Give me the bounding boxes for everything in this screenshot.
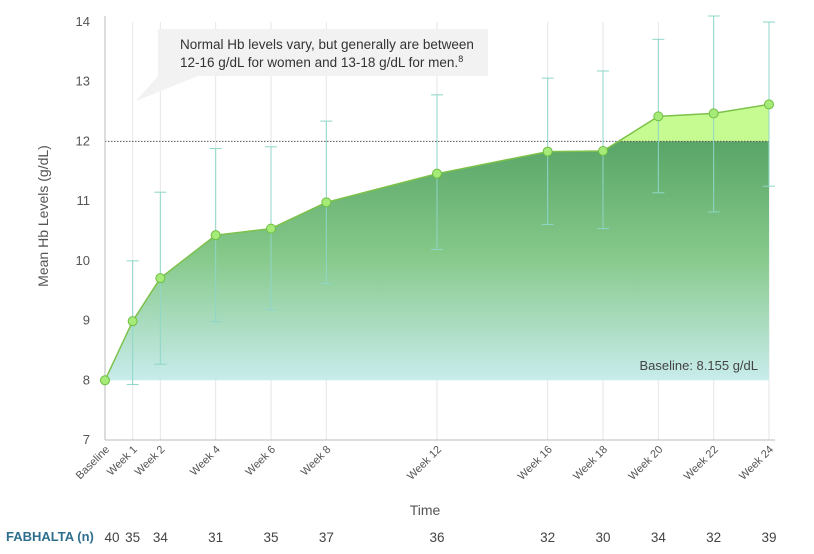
n-value: 35 [263,530,278,545]
data-point [764,99,774,110]
series-line [104,103,770,381]
data-point [708,108,719,119]
n-value: 34 [153,530,169,545]
x-tick-label: Week 1 [105,444,140,479]
x-tick-label: Week 8 [299,444,334,479]
callout-line-2: 12-16 g/dL for women and 13-18 g/dL for … [180,55,458,70]
data-point [432,168,442,179]
n-value: 34 [651,530,667,545]
n-value: 40 [104,530,119,545]
x-tick-label: Baseline [74,444,112,482]
y-tick-label: 13 [76,74,90,89]
n-value: 37 [319,530,334,545]
data-point [653,111,664,122]
n-value: 32 [706,530,721,545]
data-point [155,273,166,284]
n-value: 32 [540,530,555,545]
data-point [542,146,553,157]
x-tick-label: Week 22 [682,444,721,483]
x-tick-label: Week 16 [516,444,555,483]
n-value: 31 [208,530,223,545]
x-tick-label: Week 24 [737,444,776,483]
y-tick-labels: 7 8 9 10 11 12 13 14 [76,14,90,447]
data-point [100,375,110,386]
y-tick-label: 12 [76,133,90,148]
svg-text:12-16 g/dL for women and 13-18: 12-16 g/dL for women and 13-18 g/dL for … [180,54,463,70]
data-point [321,197,332,208]
baseline-label: Baseline: 8.155 g/dL [639,358,758,373]
axes [104,16,775,441]
data-markers [100,99,774,386]
x-tick-label: Week 4 [188,444,223,479]
callout-footnote: 8 [458,54,463,64]
x-tick-label: Week 6 [243,444,278,479]
n-value: 35 [125,530,140,545]
callout-line-1: Normal Hb levels vary, but generally are… [180,37,474,52]
callout-bubble [136,29,488,101]
n-value: 30 [595,530,610,545]
n-value: 39 [761,530,776,545]
data-point [210,230,221,241]
data-point [127,316,138,327]
x-axis-title: Time [410,502,441,518]
y-tick-label: 11 [77,193,91,208]
data-point [266,223,276,234]
x-tick-label: Week 2 [133,444,168,479]
callout: Normal Hb levels vary, but generally are… [136,29,488,101]
y-tick-label: 8 [83,372,90,387]
x-tick-label: Week 18 [571,444,610,483]
n-row-values: 40 35 34 31 35 37 36 32 30 34 32 39 [104,530,776,545]
y-tick-label: 9 [83,313,90,328]
y-tick-label: 10 [76,253,90,268]
y-axis-title: Mean Hb Levels (g/dL) [35,145,51,287]
area-above-reference [618,104,769,142]
n-value: 36 [429,530,444,545]
n-row-label: FABHALTA (n) [6,529,94,544]
x-tick-label: Week 20 [626,444,665,483]
y-tick-label: 14 [76,14,90,29]
data-point [598,145,608,156]
x-tick-label: Week 12 [405,444,444,483]
y-tick-label: 7 [83,432,90,447]
